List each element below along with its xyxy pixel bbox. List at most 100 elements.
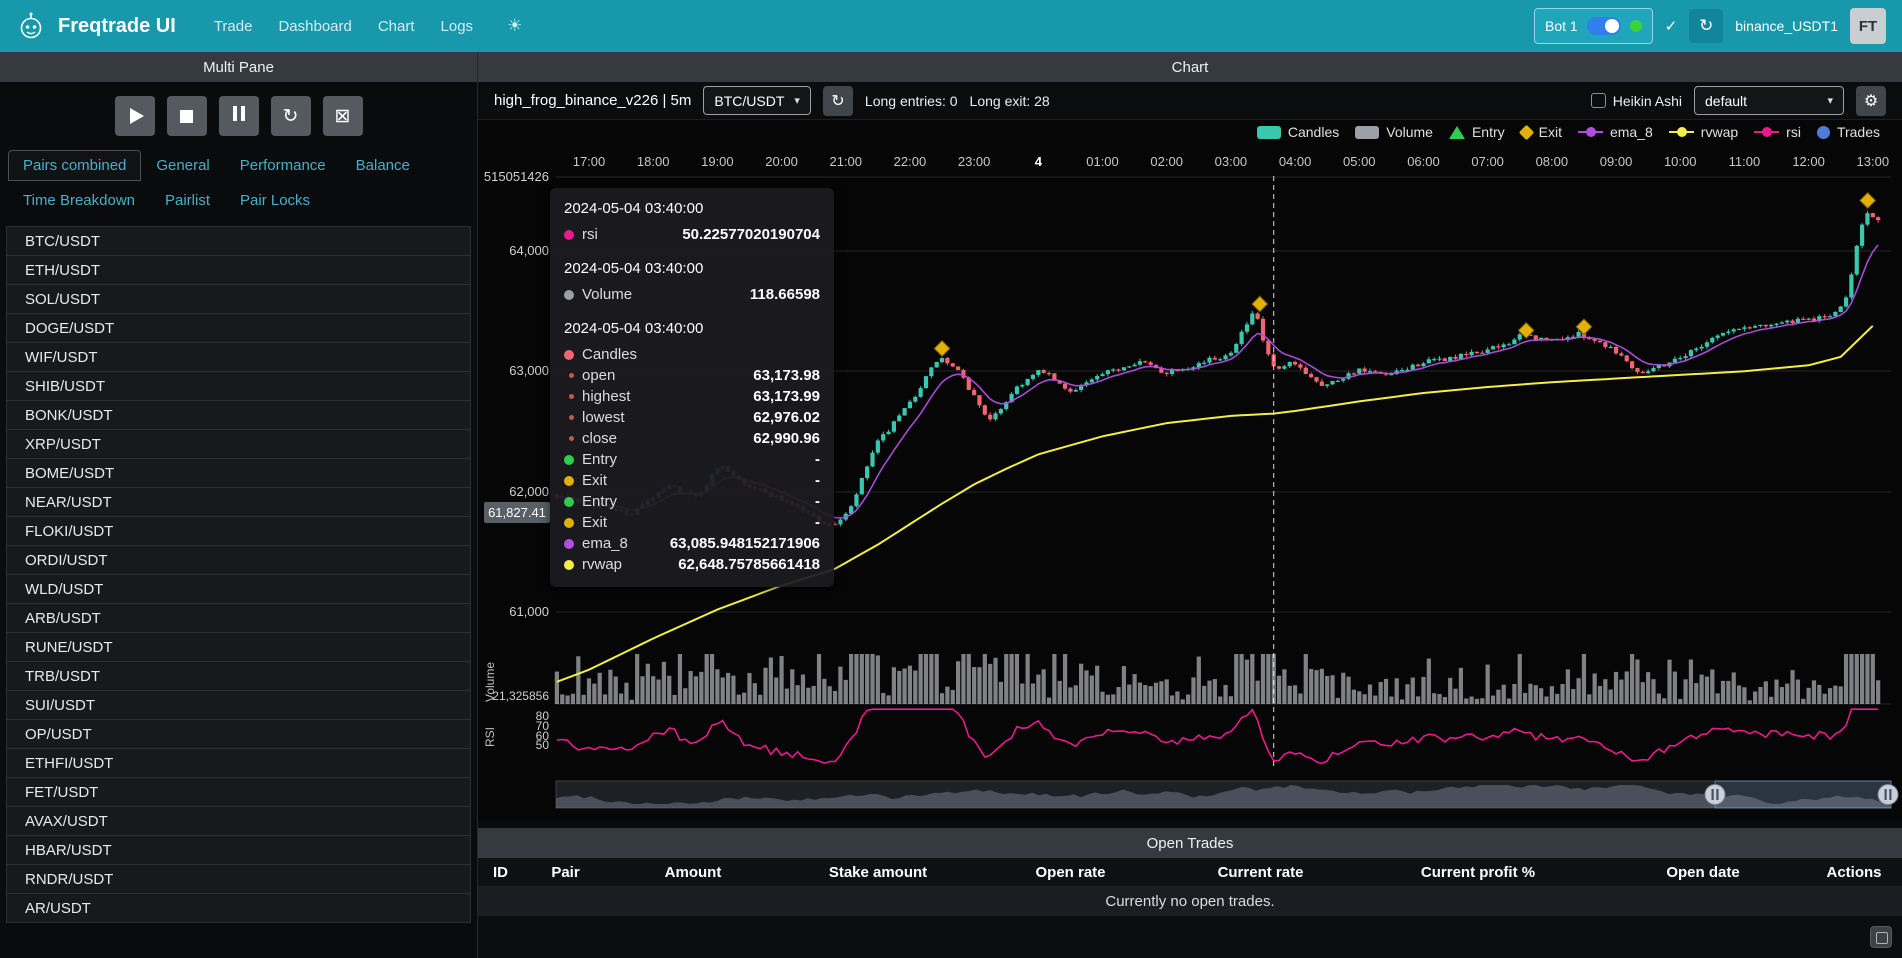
exchange-label: binance_USDT1	[1735, 18, 1838, 34]
trades-swatch-icon	[1816, 125, 1830, 139]
heikin-ashi-checkbox[interactable]	[1590, 93, 1606, 108]
legend-item-exit[interactable]: Exit	[1518, 124, 1562, 140]
pair-row-rune-usdt[interactable]: RUNE/USDT	[6, 632, 471, 662]
svg-text:21,325856: 21,325856	[492, 689, 549, 703]
svg-text:515051426: 515051426	[484, 169, 549, 184]
pair-row-op-usdt[interactable]: OP/USDT	[6, 719, 471, 749]
long-exit-label: Long exit: 28	[969, 92, 1050, 109]
pair-row-doge-usdt[interactable]: DOGE/USDT	[6, 313, 471, 343]
chart-controls: high_frog_binance_v226 | 5m BTC/USDT ▾ ↻…	[478, 82, 1902, 120]
svg-text:09:00: 09:00	[1600, 154, 1633, 169]
svg-text:08:00: 08:00	[1536, 154, 1569, 169]
global-refresh-button[interactable]: ↻	[1689, 9, 1724, 43]
tab-performance[interactable]: Performance	[239, 157, 326, 174]
stop-button[interactable]	[166, 96, 207, 136]
bot-online-dot	[1629, 20, 1642, 32]
play-button[interactable]	[114, 96, 155, 136]
chart-area[interactable]: 515051426 64,000 63,000 62,000 61,000 17:00 18…	[478, 120, 1902, 820]
open-trades-columns: ID Pair Amount Stake amount Open rate Current…	[478, 858, 1902, 886]
column-amount: Amount	[664, 863, 722, 881]
pair-select-value: BTC/USDT	[714, 92, 785, 109]
rvwap-swatch-icon	[1668, 127, 1694, 137]
bot-toggle[interactable]	[1586, 17, 1621, 35]
legend-item-rvwap[interactable]: rvwap	[1668, 124, 1738, 140]
ema-8-swatch-icon	[1577, 127, 1603, 137]
pair-row-sol-usdt[interactable]: SOL/USDT	[6, 284, 471, 314]
legend-label: ema_8	[1609, 124, 1653, 140]
pair-select[interactable]: BTC/USDT ▾	[703, 86, 811, 115]
pair-row-eth-usdt[interactable]: ETH/USDT	[6, 255, 471, 285]
reload-button[interactable]: ↻	[270, 96, 311, 136]
svg-text:07:00: 07:00	[1471, 154, 1504, 169]
price-chart-svg[interactable]: 515051426 64,000 63,000 62,000 61,000 17:00 18…	[478, 120, 1900, 820]
svg-text:60: 60	[536, 729, 550, 743]
legend-item-volume[interactable]: Volume	[1355, 124, 1433, 140]
pair-row-floki-usdt[interactable]: FLOKI/USDT	[6, 516, 471, 546]
navbar: Freqtrade UI Trade Dashboard Chart Logs ☀ B…	[0, 0, 1902, 52]
pair-row-bome-usdt[interactable]: BOME/USDT	[6, 458, 471, 488]
pause-button[interactable]	[218, 96, 259, 136]
pair-row-near-usdt[interactable]: NEAR/USDT	[6, 487, 471, 517]
heikin-ashi-option[interactable]: Heikin Ashi	[1590, 93, 1682, 109]
tab-pairs-combined[interactable]: Pairs combined	[8, 150, 142, 181]
avatar[interactable]: FT	[1850, 8, 1886, 44]
svg-text:21:00: 21:00	[829, 154, 862, 169]
bot-selector[interactable]: Bot 1	[1533, 8, 1653, 44]
nav-link-trade[interactable]: Trade	[213, 17, 253, 35]
pair-row-arb-usdt[interactable]: ARB/USDT	[6, 603, 471, 633]
legend-label: Exit	[1538, 124, 1562, 140]
pair-row-hbar-usdt[interactable]: HBAR/USDT	[6, 835, 471, 865]
tab-balance[interactable]: Balance	[355, 157, 410, 174]
svg-text:11:00: 11:00	[1729, 154, 1761, 169]
pair-row-wif-usdt[interactable]: WIF/USDT	[6, 342, 471, 372]
column-current-rate: Current rate	[1217, 863, 1304, 881]
rsi-swatch-icon	[1754, 127, 1780, 137]
corner-button[interactable]	[1870, 926, 1892, 948]
legend-item-ema-8[interactable]: ema_8	[1577, 124, 1653, 140]
svg-text:19:00: 19:00	[701, 154, 734, 169]
tab-time-breakdown[interactable]: Time Breakdown	[23, 192, 135, 209]
tab-pairlist[interactable]: Pairlist	[165, 192, 211, 209]
pair-row-ar-usdt[interactable]: AR/USDT	[6, 893, 471, 923]
legend-label: rsi	[1786, 124, 1801, 140]
pair-row-avax-usdt[interactable]: AVAX/USDT	[6, 806, 471, 836]
tab-pair-locks[interactable]: Pair Locks	[240, 192, 311, 209]
clear-chart-button[interactable]: ⊠	[322, 96, 363, 136]
svg-text:20:00: 20:00	[765, 154, 798, 169]
plot-config-select[interactable]: default ▾	[1694, 86, 1844, 115]
pair-row-sui-usdt[interactable]: SUI/USDT	[6, 690, 471, 720]
pair-row-wld-usdt[interactable]: WLD/USDT	[6, 574, 471, 604]
legend-item-trades[interactable]: Trades	[1816, 124, 1880, 140]
nav-link-logs[interactable]: Logs	[440, 17, 474, 35]
svg-text:13:00: 13:00	[1857, 154, 1890, 169]
column-stake-amount: Stake amount	[828, 863, 928, 881]
plot-settings-button[interactable]: ⚙	[1856, 85, 1886, 116]
open-trades-body	[478, 916, 1902, 958]
nav-link-chart[interactable]: Chart	[377, 17, 415, 35]
svg-text:50: 50	[536, 738, 550, 752]
legend-item-rsi[interactable]: rsi	[1754, 124, 1801, 140]
pair-row-ethfi-usdt[interactable]: ETHFI/USDT	[6, 748, 471, 778]
svg-text:01:00: 01:00	[1086, 154, 1119, 169]
pair-row-bonk-usdt[interactable]: BONK/USDT	[6, 400, 471, 430]
nav-link-dashboard[interactable]: Dashboard	[278, 17, 352, 35]
theme-toggle-icon[interactable]: ☀	[497, 16, 532, 36]
pair-row-ordi-usdt[interactable]: ORDI/USDT	[6, 545, 471, 575]
pair-row-rndr-usdt[interactable]: RNDR/USDT	[6, 864, 471, 894]
chart-refresh-button[interactable]: ↻	[822, 85, 853, 116]
svg-text:Volume: Volume	[483, 662, 497, 702]
svg-text:23:00: 23:00	[958, 154, 991, 169]
legend-item-entry[interactable]: Entry	[1448, 124, 1505, 140]
check-icon: ✓	[1664, 18, 1678, 35]
tab-general[interactable]: General	[156, 157, 210, 174]
pair-row-shib-usdt[interactable]: SHIB/USDT	[6, 371, 471, 401]
svg-text:63,000: 63,000	[509, 363, 549, 378]
volume-swatch-icon	[1355, 125, 1380, 139]
legend-item-candles[interactable]: Candles	[1256, 124, 1339, 140]
pause-icon	[231, 105, 247, 127]
pair-row-btc-usdt[interactable]: BTC/USDT	[6, 226, 471, 256]
pair-row-xrp-usdt[interactable]: XRP/USDT	[6, 429, 471, 459]
navbar-right: Bot 1 ✓ ↻ binance_USDT1 FT	[1533, 8, 1886, 44]
pair-row-trb-usdt[interactable]: TRB/USDT	[6, 661, 471, 691]
pair-row-fet-usdt[interactable]: FET/USDT	[6, 777, 471, 807]
